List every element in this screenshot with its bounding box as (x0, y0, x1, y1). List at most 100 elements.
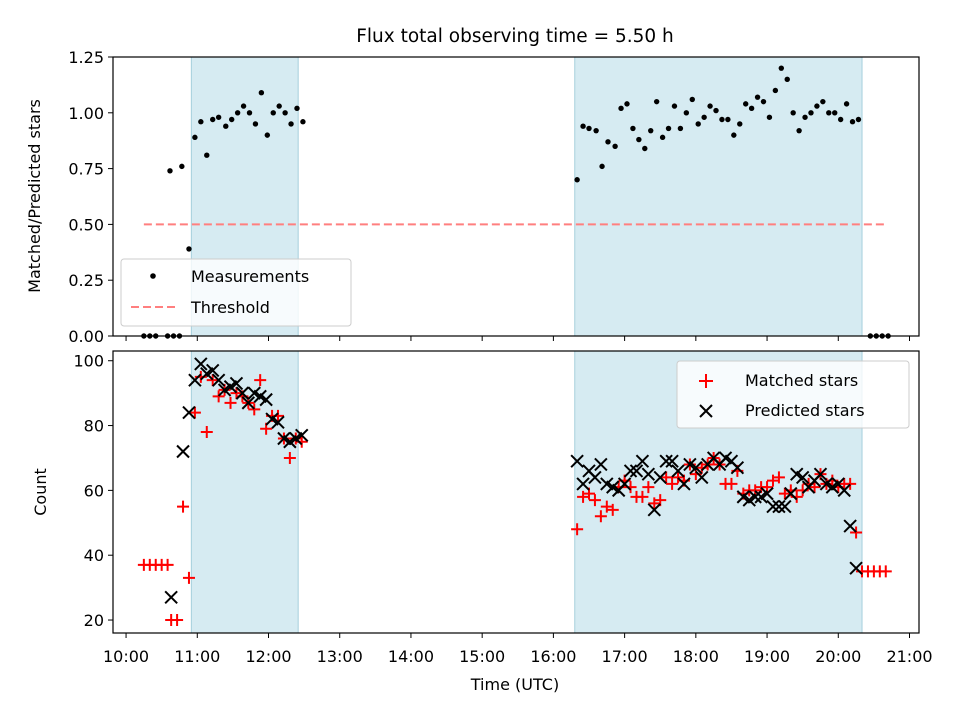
matched-star-point (594, 510, 607, 523)
matched-star-point (283, 451, 296, 464)
predicted-star-point (194, 357, 208, 371)
measurement-point (689, 96, 695, 103)
top-shaded-intervals (190, 56, 863, 337)
legend-matched-label: Matched stars (745, 371, 858, 390)
measurement-point (648, 127, 654, 134)
bottom-axes-frame (112, 350, 920, 634)
predicted-star-point (784, 486, 798, 501)
predicted-star-point (843, 519, 857, 533)
x-tick-label: 17:00 (602, 647, 648, 666)
measurement-point (234, 110, 241, 116)
predicted-star-point (772, 499, 786, 514)
predicted-star-point (659, 454, 673, 468)
predicted-star-point (813, 467, 828, 481)
legend-predicted-marker (699, 404, 713, 418)
observing-window-1 (574, 56, 863, 337)
bottom-legend: Matched stars Predicted stars (676, 360, 910, 429)
matched-star-point (772, 471, 785, 484)
predicted-star-point (188, 373, 202, 387)
measurement-point (580, 123, 586, 129)
bottom-y-tick-label: 60 (84, 481, 104, 500)
count-points (137, 357, 892, 627)
matched-star-point (660, 471, 673, 484)
bottom-y-tick-label: 40 (84, 546, 104, 565)
measurement-point (760, 98, 767, 105)
measurement-point (618, 105, 624, 112)
measurement-point (796, 127, 802, 134)
measurement-point (742, 101, 749, 107)
measurement-point (820, 98, 826, 105)
measurement-point (784, 76, 790, 83)
predicted-star-point (849, 561, 863, 575)
measurement-point (229, 116, 235, 123)
predicted-star-point (570, 454, 584, 468)
predicted-star-point (576, 477, 590, 491)
measurement-point (826, 110, 832, 116)
measurement-point (837, 116, 844, 123)
matched-star-point (206, 374, 219, 387)
matched-star-point (879, 565, 892, 578)
matched-star-point (188, 406, 201, 419)
measurement-point (223, 123, 229, 129)
measurement-point (677, 125, 684, 132)
matched-star-point (642, 481, 655, 494)
predicted-star-point (671, 464, 685, 478)
matched-star-point (171, 614, 184, 627)
predicted-star-point (206, 363, 220, 378)
x-tick-label: 14:00 (388, 647, 434, 666)
top-y-axis-ticks: 0.00 0.25 0.50 0.75 1.00 1.25 (68, 48, 113, 346)
measurement-point (282, 110, 288, 116)
predicted-star-point (182, 405, 196, 420)
measurement-point (772, 87, 779, 94)
predicted-star-point (235, 386, 250, 400)
measurement-point (808, 110, 814, 116)
predicted-star-point (259, 392, 273, 407)
top-y-tick-label: 0.00 (68, 327, 104, 346)
matched-star-point (254, 374, 267, 387)
measurement-point (701, 114, 707, 120)
matched-star-point (636, 490, 649, 503)
measurement-points (141, 65, 891, 339)
measurement-point (586, 125, 592, 132)
x-tick-label: 12:00 (245, 647, 291, 666)
top-legend-box (120, 258, 352, 327)
measurement-point (665, 125, 672, 132)
predicted-star-point (241, 396, 256, 410)
top-y-tick-label: 0.75 (68, 160, 104, 179)
matched-star-point (177, 500, 190, 513)
measurement-point (186, 246, 192, 252)
measurement-point (659, 134, 666, 141)
x-tick-label: 15:00 (459, 647, 505, 666)
measurement-point (642, 145, 648, 152)
x-tick-label: 10:00 (103, 647, 149, 666)
predicted-star-point (795, 470, 810, 485)
x-tick-label: 20:00 (815, 647, 861, 666)
measurement-point (636, 136, 642, 143)
top-y-tick-label: 1.00 (68, 104, 104, 123)
predicted-star-point (647, 503, 661, 517)
observing-window-0 (190, 350, 299, 634)
legend-measurements-marker (150, 273, 156, 279)
measurement-point (713, 107, 719, 114)
legend-matched-marker (699, 374, 713, 388)
legend-measurements-label: Measurements (191, 267, 309, 286)
measurement-point (843, 101, 850, 107)
predicted-star-point (629, 464, 644, 478)
matched-star-point (571, 523, 584, 536)
matched-star-point (212, 390, 225, 403)
matched-star-point (224, 396, 237, 409)
measurement-point (849, 119, 856, 125)
legend-threshold-label: Threshold (190, 298, 270, 317)
predicted-star-point (695, 470, 709, 485)
top-legend: Measurements Threshold (120, 258, 352, 327)
predicted-star-point (271, 415, 285, 430)
matched-star-point (200, 426, 213, 439)
measurement-point (215, 114, 222, 120)
measurement-point (719, 116, 725, 123)
measurement-point (683, 110, 690, 116)
predicted-star-point (588, 470, 602, 485)
measurement-point (599, 163, 605, 170)
measurement-point (790, 110, 796, 116)
bottom-y-tick-label: 20 (84, 611, 104, 630)
top-axes-frame (112, 56, 920, 337)
